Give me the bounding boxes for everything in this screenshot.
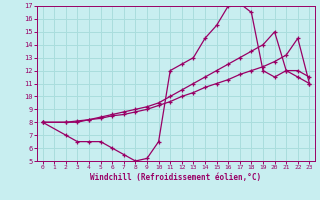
X-axis label: Windchill (Refroidissement éolien,°C): Windchill (Refroidissement éolien,°C) [91, 173, 261, 182]
